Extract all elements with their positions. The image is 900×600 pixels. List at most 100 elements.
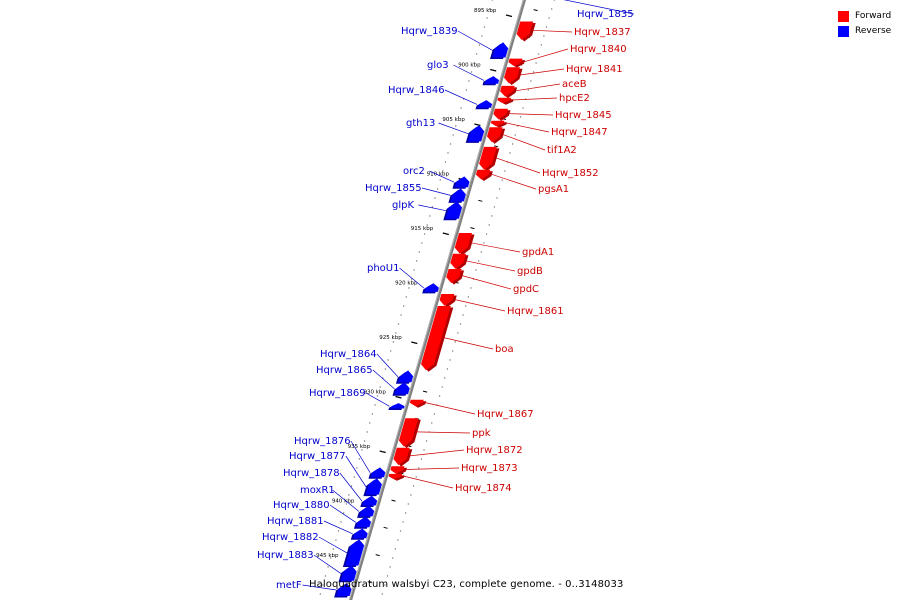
gene-label[interactable]: gpdC [513, 284, 539, 295]
gene-label[interactable]: Hqrw_1864 [320, 349, 377, 360]
forward-gene-arrow[interactable] [446, 269, 462, 284]
gene-label[interactable]: Hqrw_1835 [577, 9, 634, 20]
kbp-tick [395, 395, 402, 399]
kbp-tick [505, 14, 513, 18]
guide-dot [511, 143, 514, 145]
forward-gene-arrow[interactable] [390, 466, 405, 474]
gene-label[interactable]: Hqrw_1869 [309, 388, 366, 399]
reverse-gene-arrow[interactable] [341, 565, 357, 581]
gene-label[interactable]: gth13 [406, 118, 435, 129]
forward-gene-arrow[interactable] [421, 306, 451, 371]
reverse-gene-arrow[interactable] [371, 467, 386, 478]
forward-gene-arrow[interactable] [439, 294, 455, 306]
forward-gene-arrow[interactable] [504, 67, 520, 84]
guide-dot [491, 215, 493, 217]
gene-label[interactable]: aceB [562, 79, 587, 90]
gene-label[interactable]: Hqrw_1877 [289, 451, 346, 462]
guide-dot [379, 386, 381, 388]
gene-label[interactable]: Hqrw_1880 [273, 500, 330, 511]
guide-dot [426, 224, 428, 226]
gene-label[interactable]: gpdA1 [522, 247, 554, 258]
forward-gene-arrow[interactable] [508, 58, 523, 67]
reverse-gene-arrow[interactable] [356, 516, 371, 528]
gene-label[interactable]: hpcE2 [559, 93, 590, 104]
gene-label[interactable]: glpK [392, 200, 414, 211]
gene-label[interactable]: glo3 [427, 60, 449, 71]
reverse-gene-arrow[interactable] [359, 505, 375, 517]
gene-label[interactable]: Hqrw_1839 [401, 26, 458, 37]
forward-gene-arrow[interactable] [409, 399, 424, 407]
reverse-gene-arrow[interactable] [365, 478, 382, 495]
reverse-gene-arrow[interactable] [398, 370, 414, 383]
gene-label[interactable]: pgsA1 [538, 184, 569, 195]
gene-leader-line [515, 83, 561, 92]
forward-gene-arrow[interactable] [450, 253, 466, 269]
gene-label[interactable]: Hqrw_1874 [455, 483, 512, 494]
gene-label[interactable]: Hqrw_1841 [566, 64, 623, 75]
reverse-gene-arrow[interactable] [485, 76, 499, 84]
reverse-gene-arrow[interactable] [353, 528, 368, 539]
reverse-gene-arrow[interactable] [424, 283, 439, 292]
gene-label[interactable]: Hqrw_1867 [477, 409, 534, 420]
gene-label[interactable]: gpdB [517, 266, 543, 277]
forward-gene-arrow[interactable] [493, 108, 508, 120]
gene-label[interactable]: Hqrw_1855 [365, 183, 422, 194]
reverse-gene-arrow[interactable] [450, 188, 466, 202]
gene-label[interactable]: Hqrw_1876 [294, 436, 351, 447]
gene-label[interactable]: Hqrw_1861 [507, 306, 564, 317]
reverse-gene-arrow[interactable] [345, 539, 365, 566]
gene-label[interactable]: Hqrw_1865 [316, 365, 373, 376]
gene-label[interactable]: Hqrw_1837 [574, 27, 631, 38]
reverse-gene-arrow[interactable] [395, 382, 410, 395]
guide-dot [389, 566, 391, 568]
gene-label[interactable]: Hqrw_1847 [551, 127, 608, 138]
reverse-gene-arrow[interactable] [445, 201, 463, 219]
gene-label[interactable]: ppk [472, 428, 491, 439]
gene-leader-line [418, 204, 447, 212]
gene-label[interactable]: Hqrw_1878 [283, 468, 340, 479]
gene-label[interactable]: moxR1 [300, 485, 335, 496]
gene-label[interactable]: phoU1 [367, 263, 400, 274]
gene-label[interactable]: Hqrw_1872 [466, 445, 523, 456]
gene-leader-line [502, 134, 546, 151]
gene-label[interactable]: Hqrw_1852 [542, 168, 599, 179]
guide-dot [509, 152, 511, 154]
gene-leader-line [365, 392, 390, 407]
forward-gene-arrow[interactable] [487, 127, 503, 143]
forward-gene-arrow[interactable] [490, 120, 505, 127]
forward-gene-arrow[interactable] [497, 97, 512, 104]
forward-gene-arrow[interactable] [500, 85, 515, 97]
forward-gene-arrow[interactable] [475, 169, 491, 180]
gene-label[interactable]: Hqrw_1840 [570, 44, 627, 55]
reverse-gene-arrow[interactable] [362, 495, 378, 506]
gene-label[interactable]: metF [276, 580, 302, 591]
gene-label[interactable]: Hqrw_1882 [262, 532, 319, 543]
forward-gene-arrow[interactable] [393, 447, 410, 466]
forward-gene-arrow[interactable] [454, 233, 472, 254]
forward-gene-arrow[interactable] [479, 146, 497, 170]
forward-gene-arrow[interactable] [398, 418, 419, 447]
gene-label[interactable]: Hqrw_1881 [267, 516, 324, 527]
genome-backbone [348, 0, 527, 600]
gene-label[interactable]: Hqrw_1845 [555, 110, 612, 121]
reverse-gene-arrow[interactable] [455, 176, 470, 188]
guide-dot [415, 476, 417, 478]
gene-label[interactable]: tif1A2 [547, 145, 577, 156]
forward-gene-arrow[interactable] [388, 473, 403, 480]
reverse-gene-arrow[interactable] [390, 403, 405, 409]
reverse-gene-arrow[interactable] [468, 125, 485, 142]
reverse-gene-arrow[interactable] [336, 583, 352, 596]
guide-dot [446, 368, 449, 370]
gene-label[interactable]: Hqrw_1873 [461, 463, 518, 474]
gene-label[interactable]: Hqrw_1846 [388, 85, 445, 96]
gene-label[interactable]: Hqrw_1883 [257, 550, 314, 561]
gene-label[interactable]: boa [495, 344, 514, 355]
forward-gene-arrow[interactable] [516, 21, 534, 41]
guide-dot [441, 386, 443, 388]
guide-dot [493, 206, 496, 208]
gene-label[interactable]: orc2 [403, 166, 425, 177]
reverse-gene-arrow[interactable] [492, 42, 509, 58]
guide-dot [444, 377, 446, 379]
reverse-gene-arrow[interactable] [478, 100, 493, 108]
